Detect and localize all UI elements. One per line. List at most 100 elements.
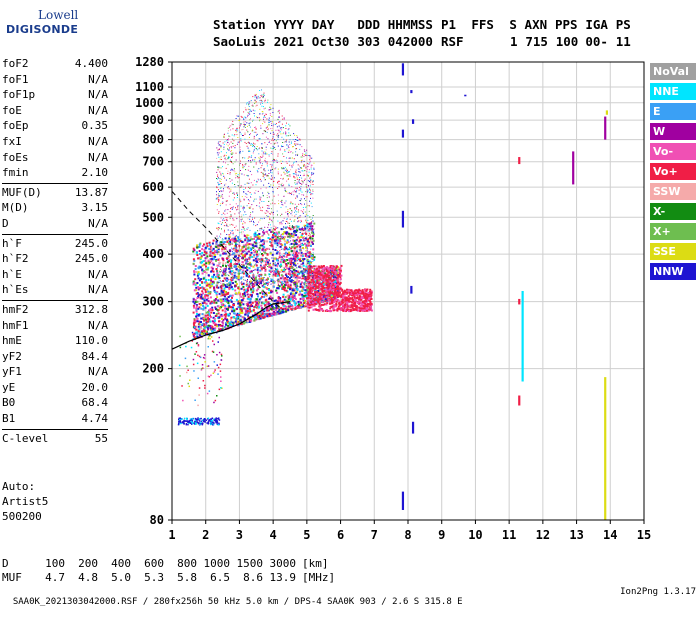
param-name: foF2 [2,56,29,72]
param-value: N/A [88,282,108,298]
table-cell: 4.8 [65,571,98,585]
x-tick-label: 15 [637,528,651,542]
param-value: 84.4 [82,349,109,365]
header-cell: DDD [357,16,387,33]
table-cell: 13.9 [263,571,296,585]
x-tick-label: 1 [168,528,175,542]
x-tick-label: 3 [236,528,243,542]
version-text: Ion2Png 1.3.17 [620,587,696,597]
param-name: hmF2 [2,302,29,318]
table-cell: 8.6 [230,571,263,585]
auto-label: Auto: [2,479,48,494]
header-cell: 042000 [388,33,441,50]
legend-item: NNE [650,83,696,100]
header-cell: PPS [555,16,585,33]
legend-item: X- [650,203,696,220]
param-value: 0.35 [82,118,109,134]
param-name: foE [2,103,22,119]
param-name: foF1p [2,87,35,103]
legend-item: Vo- [650,143,696,160]
param-name: hmF1 [2,318,29,334]
file-info-text: SAA0K_2021303042000.RSF / 280fx256h 50 k… [13,597,463,607]
param-name: h`Es [2,282,29,298]
param-value: 20.0 [82,380,109,396]
table-cell: 1000 [197,557,230,571]
param-name: B0 [2,395,15,411]
param-name: foF1 [2,72,29,88]
legend-item: NoVal [650,63,696,80]
param-name: D [2,216,9,232]
x-tick-label: 11 [502,528,516,542]
param-value: N/A [88,267,108,283]
legend-item: X+ [650,223,696,240]
param-row: h`Es N/A [2,282,108,298]
param-name: M(D) [2,200,29,216]
param-value: N/A [88,87,108,103]
table-label: MUF [2,571,32,585]
param-value: 245.0 [75,236,108,252]
logo-digisonde-text: DIGISONDE [6,23,78,36]
header-cell: 11 [616,33,631,50]
x-tick-label: 12 [536,528,550,542]
param-value: 68.4 [82,395,109,411]
y-tick-label: 800 [142,133,164,147]
header-cell: IGA [585,16,615,33]
param-name: fmin [2,165,29,181]
header-cell: 303 [357,33,387,50]
header-cell: SaoLuis [213,33,274,50]
y-tick-label: 400 [142,247,164,261]
table-cell: 5.0 [98,571,131,585]
auto-program: Artist5 [2,494,48,509]
param-value: 312.8 [75,302,108,318]
param-name: B1 [2,411,15,427]
header-cell: 2021 [274,33,312,50]
y-tick-label: 1100 [135,80,164,94]
param-value: N/A [88,134,108,150]
y-tick-label: 1280 [135,55,164,69]
x-tick-label: 5 [303,528,310,542]
table-cell: 600 [131,557,164,571]
table-label: D [2,557,32,571]
y-tick-label: 900 [142,113,164,127]
table-cell: 100 [32,557,65,571]
param-value: N/A [88,103,108,119]
table-cell: 5.3 [131,571,164,585]
param-name: fxI [2,134,22,150]
header-cell: 100 [555,33,585,50]
table-cell: 5.8 [164,571,197,585]
table-cell: 3000 [263,557,296,571]
param-row: B0 68.4 [2,395,108,411]
header-cell: YYYY [274,16,312,33]
legend-item: SSW [650,183,696,200]
y-tick-label: 300 [142,295,164,309]
x-tick-label: 14 [603,528,617,542]
param-value: 110.0 [75,333,108,349]
x-tick-label: 9 [438,528,445,542]
legend-item: W [650,123,696,140]
param-value: N/A [88,318,108,334]
param-row: fxI N/A [2,134,108,150]
param-row: foE N/A [2,103,108,119]
param-name: yF2 [2,349,22,365]
legend-item: Vo+ [650,163,696,180]
param-value: N/A [88,150,108,166]
y-tick-label: 500 [142,210,164,224]
logo-lowell-text: Lowell [38,8,78,22]
param-value: N/A [88,364,108,380]
digisonde-logo: Lowell DIGISONDE [4,6,80,40]
header-cell: Oct30 [312,33,358,50]
header-cell: FFS [471,16,509,33]
param-value: N/A [88,216,108,232]
